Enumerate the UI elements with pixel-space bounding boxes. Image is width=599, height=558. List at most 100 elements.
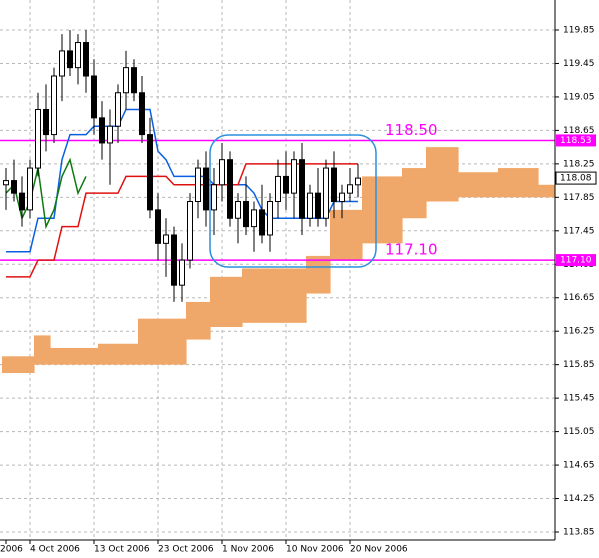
cloud-band xyxy=(98,343,107,365)
candle-body xyxy=(19,192,25,211)
candle-body xyxy=(243,201,249,228)
cloud-band xyxy=(122,343,131,365)
cloud-band xyxy=(90,347,99,365)
candle-body xyxy=(179,259,185,286)
cloud-band xyxy=(74,347,83,365)
cloud-band xyxy=(394,176,403,244)
x-tick-label: 23 Oct 2006 xyxy=(158,545,214,555)
candle-body xyxy=(59,50,65,77)
candle-body xyxy=(331,167,337,203)
cloud-band xyxy=(274,268,283,323)
candle-body xyxy=(107,125,113,144)
cloud-band xyxy=(138,318,147,365)
cloud-band xyxy=(154,318,163,365)
candle-body xyxy=(235,201,241,219)
cloud-band xyxy=(306,255,315,294)
candle-body xyxy=(275,175,281,203)
last-price-label: 118.08 xyxy=(560,174,592,184)
candle-body xyxy=(219,159,225,186)
candle-body xyxy=(91,75,97,119)
candle-body xyxy=(203,167,209,211)
cloud-band xyxy=(314,255,323,294)
candle-body xyxy=(355,177,361,186)
last-price-box xyxy=(555,171,597,185)
level-annotation: 117.10 xyxy=(385,241,438,259)
level-price-box xyxy=(556,254,596,267)
y-tick-label: 115.05 xyxy=(563,427,595,437)
cloud-band xyxy=(466,172,475,198)
cloud-band xyxy=(42,335,51,365)
cloud-band xyxy=(18,356,27,374)
candle-body xyxy=(51,75,57,136)
candle-body xyxy=(259,209,265,236)
cloud-band xyxy=(338,209,347,261)
cloud-band xyxy=(282,268,291,323)
candle-body xyxy=(123,67,129,94)
cloud-band xyxy=(266,268,275,323)
axes: 119.85 119.45 119.05 118.65 118.25 117.85 117.… xyxy=(0,26,597,555)
y-tick-label: 115.45 xyxy=(563,394,595,404)
candle-body xyxy=(307,192,313,219)
cloud-band xyxy=(258,268,267,323)
candle-body xyxy=(283,175,289,194)
y-tick-label: 119.45 xyxy=(563,59,595,69)
cloud-band xyxy=(434,147,443,202)
cloud-band xyxy=(210,276,219,328)
y-tick-label: 119.05 xyxy=(563,92,595,102)
candle-body xyxy=(27,167,33,211)
candle-body xyxy=(227,159,233,219)
cloud-band xyxy=(82,347,91,365)
cloud-band xyxy=(426,147,435,202)
y-tick-label: 116.25 xyxy=(563,327,595,337)
candle-body xyxy=(99,117,105,144)
cloud-band xyxy=(458,172,467,198)
y-tick-label: 118.65 xyxy=(563,126,595,136)
candle-body xyxy=(131,67,137,94)
cloud-band xyxy=(330,209,339,261)
x-tick-label: 4 Oct 2006 xyxy=(30,545,80,555)
cloud-band xyxy=(514,168,523,198)
cloud-band xyxy=(250,268,259,323)
candle-body xyxy=(43,108,49,136)
x-tick-label: 10 Nov 2006 xyxy=(286,545,344,555)
cloud-band xyxy=(490,172,499,198)
cloud-band xyxy=(506,168,515,198)
y-tick-label: 117.85 xyxy=(563,193,595,203)
cloud-band xyxy=(194,301,203,340)
y-tick-label: 113.85 xyxy=(563,528,595,538)
x-tick-label: 13 Oct 2006 xyxy=(94,545,150,555)
candle-body xyxy=(195,167,201,203)
cloud-band xyxy=(474,172,483,198)
y-tick-label: 115.85 xyxy=(563,360,595,370)
cloud-band xyxy=(370,176,379,244)
cloud-band xyxy=(402,168,411,219)
candle-body xyxy=(299,159,305,219)
candle-body xyxy=(155,209,161,244)
cloud-band xyxy=(50,347,59,365)
level-price-label: 118.53 xyxy=(560,136,592,146)
y-tick-label: 116.65 xyxy=(563,293,595,303)
cloud-band xyxy=(162,318,171,365)
y-tick-label: 117.45 xyxy=(563,226,595,236)
y-tick-label: 114.25 xyxy=(563,494,595,504)
cloud-band xyxy=(418,168,427,219)
cloud-band xyxy=(530,168,539,198)
cloud-band xyxy=(546,184,555,198)
candle-body xyxy=(83,42,89,77)
x-tick-label: 1 Nov 2006 xyxy=(222,545,274,555)
cloud-band xyxy=(442,147,451,202)
cloud-band xyxy=(482,172,491,198)
cloud-band xyxy=(186,301,195,340)
candle-body xyxy=(347,184,353,194)
cloud-band xyxy=(354,209,363,261)
candle-body xyxy=(139,92,145,136)
candle-body xyxy=(115,92,121,127)
candle-body xyxy=(187,201,193,261)
cloud-band xyxy=(58,347,67,365)
level-price-box xyxy=(556,134,596,147)
x-tick-label: 20 Nov 2006 xyxy=(350,545,408,555)
candle-body xyxy=(163,234,169,244)
y-tick-label: 114.65 xyxy=(563,461,595,471)
candle-body xyxy=(147,134,153,211)
